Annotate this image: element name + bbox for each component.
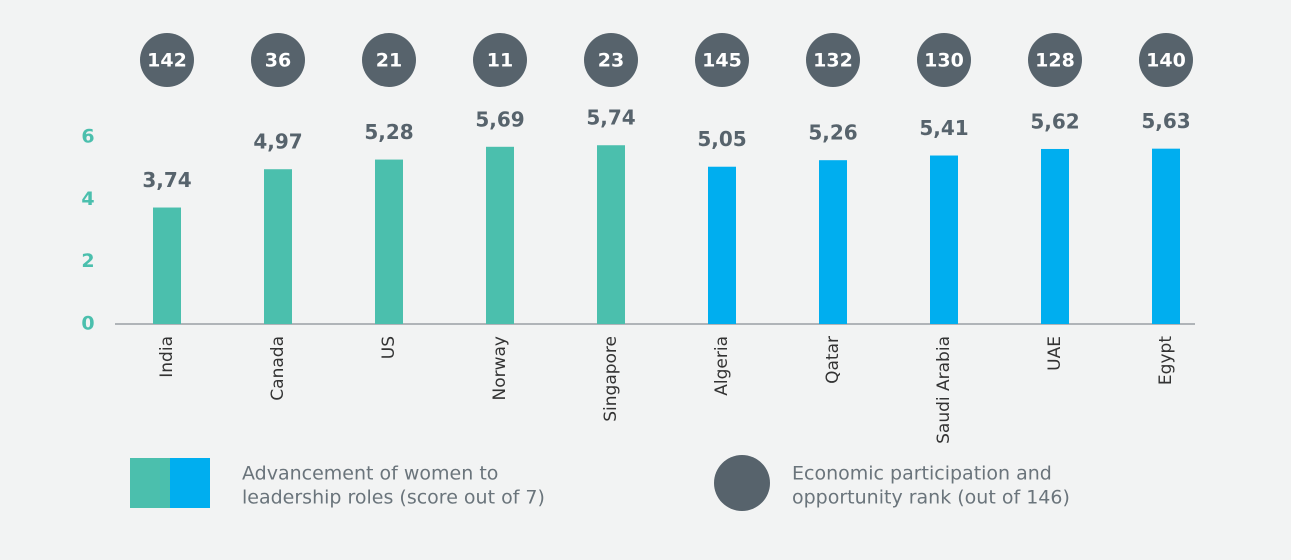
value-label: 5,62	[1030, 109, 1079, 133]
bar	[1041, 148, 1069, 324]
legend-swatch	[170, 458, 210, 508]
x-tick-label: Canada	[268, 336, 288, 401]
rank-circle	[695, 33, 749, 87]
value-label: 5,63	[1141, 109, 1190, 133]
rank-label: 140	[1146, 50, 1186, 72]
bar	[264, 169, 292, 324]
rank-label: 36	[265, 50, 291, 72]
value-label: 4,97	[253, 130, 302, 154]
rank-circle	[362, 33, 416, 87]
bar	[597, 145, 625, 324]
x-tick-label: Saudi Arabia	[934, 336, 954, 444]
bar	[819, 160, 847, 324]
y-tick-label: 6	[81, 126, 94, 148]
legend-label: opportunity rank (out of 146)	[792, 487, 1070, 509]
bar	[708, 166, 736, 324]
rank-label: 145	[702, 50, 742, 72]
y-tick-label: 0	[81, 313, 94, 335]
rank-circle	[806, 33, 860, 87]
rank-circle	[473, 33, 527, 87]
value-label: 5,69	[475, 107, 524, 131]
rank-circle	[251, 33, 305, 87]
value-label: 3,74	[142, 168, 191, 192]
y-tick-label: 2	[81, 250, 94, 272]
rank-label: 142	[147, 50, 187, 72]
y-tick-label: 4	[81, 188, 94, 210]
rank-circle	[1139, 33, 1193, 87]
value-label: 5,26	[808, 121, 857, 145]
value-label: 5,05	[697, 127, 746, 151]
rank-circle	[584, 33, 638, 87]
x-tick-label: Algeria	[712, 336, 732, 396]
rank-label: 128	[1035, 50, 1075, 72]
x-tick-label: US	[379, 336, 399, 359]
legend-label: Advancement of women to	[242, 463, 498, 485]
bar	[486, 146, 514, 324]
x-tick-label: Egypt	[1156, 336, 1176, 385]
bar	[153, 207, 181, 324]
bar	[1152, 148, 1180, 324]
rank-label: 11	[487, 50, 513, 72]
x-tick-label: UAE	[1045, 336, 1065, 371]
rank-circle	[1028, 33, 1082, 87]
rank-circle	[140, 33, 194, 87]
rank-label: 130	[924, 50, 964, 72]
value-label: 5,28	[364, 120, 413, 144]
value-label: 5,41	[919, 116, 968, 140]
rank-label: 21	[376, 50, 402, 72]
value-label: 5,74	[586, 106, 635, 130]
rank-label: 132	[813, 50, 853, 72]
bar	[930, 155, 958, 324]
bar	[375, 159, 403, 324]
x-tick-label: Singapore	[601, 336, 621, 422]
legend-swatch	[714, 455, 770, 511]
x-tick-label: Norway	[490, 336, 510, 401]
rank-circle	[917, 33, 971, 87]
legend-label: Economic participation and	[792, 463, 1052, 485]
x-tick-label: Qatar	[823, 336, 843, 384]
x-tick-label: India	[157, 336, 177, 378]
legend-label: leadership roles (score out of 7)	[242, 487, 545, 509]
legend-swatch	[130, 458, 170, 508]
rank-label: 23	[598, 50, 624, 72]
